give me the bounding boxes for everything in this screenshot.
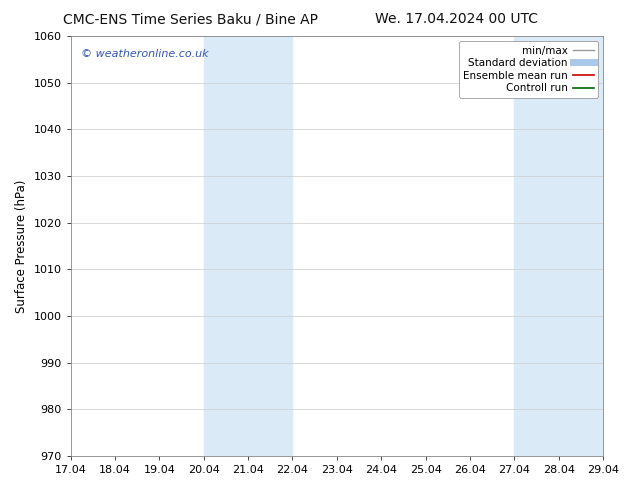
Legend: min/max, Standard deviation, Ensemble mean run, Controll run: min/max, Standard deviation, Ensemble me…	[458, 41, 598, 98]
Bar	[204, 36, 292, 456]
Text: CMC-ENS Time Series Baku / Bine AP: CMC-ENS Time Series Baku / Bine AP	[63, 12, 318, 26]
Text: We. 17.04.2024 00 UTC: We. 17.04.2024 00 UTC	[375, 12, 538, 26]
Bar	[514, 36, 603, 456]
Text: © weatheronline.co.uk: © weatheronline.co.uk	[81, 49, 209, 59]
Y-axis label: Surface Pressure (hPa): Surface Pressure (hPa)	[15, 179, 28, 313]
